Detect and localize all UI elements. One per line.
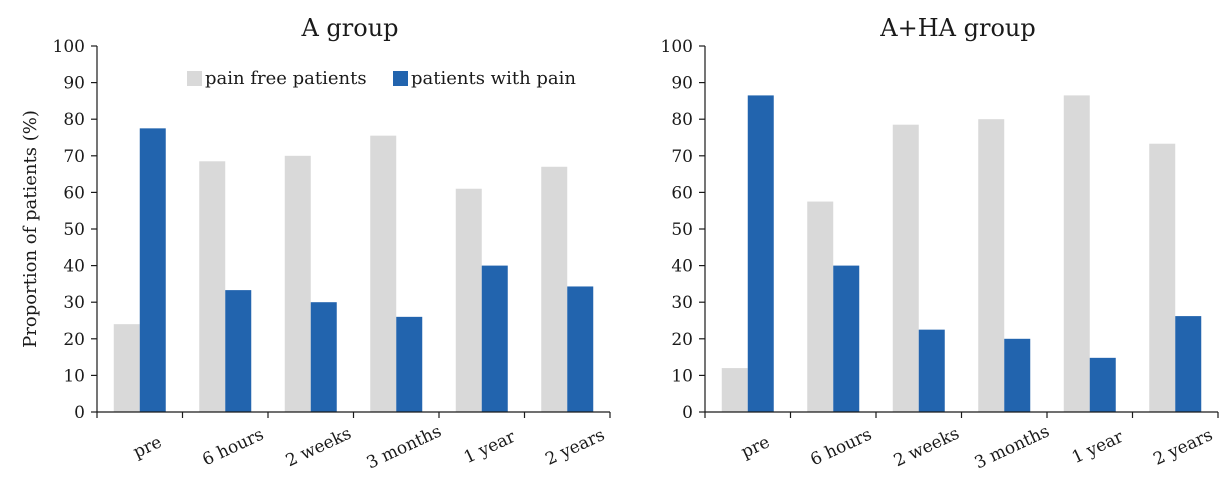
bar-pain-free-6-hours <box>199 161 226 412</box>
bar-pain-free-1-year <box>455 188 482 412</box>
y-tick-label: 20 <box>63 330 85 350</box>
y-tick-label: 50 <box>63 220 85 240</box>
x-tick-label: 2 weeks <box>891 424 963 472</box>
x-tick-label: pre <box>130 432 165 462</box>
y-tick-label: 60 <box>63 183 85 203</box>
y-tick-label: 40 <box>63 257 85 277</box>
chart-title: A+HA group <box>879 14 1035 42</box>
y-tick-label: 60 <box>671 183 693 203</box>
bar-pain-free-pre <box>113 324 140 412</box>
y-tick-label: 100 <box>53 37 85 57</box>
y-tick-label: 20 <box>671 330 693 350</box>
x-tick-label: 6 hours <box>199 425 267 471</box>
x-tick-label: pre <box>738 432 773 462</box>
y-tick-label: 90 <box>671 74 693 94</box>
y-tick-label: 80 <box>63 110 85 130</box>
y-tick-label: 0 <box>74 403 85 423</box>
x-tick-label: 2 years <box>542 425 607 470</box>
y-tick-label: 70 <box>63 147 85 167</box>
y-tick-label: 10 <box>671 366 693 386</box>
bar-with-pain-1-year <box>1089 357 1116 412</box>
x-tick-label: 6 hours <box>807 425 875 471</box>
y-axis-label: Proportion of patients (%) <box>20 110 41 348</box>
bar-pain-free-1-year <box>1063 95 1090 412</box>
y-tick-label: 30 <box>63 293 85 313</box>
bar-with-pain-2-years <box>1175 316 1202 412</box>
y-tick-label: 90 <box>63 74 85 94</box>
bar-with-pain-6-hours <box>225 290 252 412</box>
y-tick-label: 100 <box>661 37 693 57</box>
bar-pain-free-2-years <box>541 166 568 412</box>
y-tick-label: 70 <box>671 147 693 167</box>
y-tick-label: 0 <box>682 403 693 423</box>
bar-with-pain-pre <box>747 95 774 412</box>
bar-with-pain-3-months <box>396 316 423 412</box>
legend: pain free patients patients with pain <box>187 68 576 89</box>
bars <box>113 128 594 413</box>
panel-a-group: A group Proportion of patients (%) pain … <box>20 14 611 473</box>
legend-label-with-pain: patients with pain <box>411 68 576 89</box>
bar-pain-free-2-weeks <box>284 155 311 413</box>
x-tick-label: 3 months <box>972 421 1053 473</box>
bar-pain-free-3-months <box>370 135 397 413</box>
bar-with-pain-pre <box>139 128 166 412</box>
bar-with-pain-2-weeks <box>310 302 337 412</box>
bar-with-pain-2-years <box>567 286 594 412</box>
bar-pain-free-3-months <box>978 119 1005 412</box>
y-tick-label: 10 <box>63 366 85 386</box>
panel-a-ha-group: A+HA group pre 6 hours 2 weeks 3 months 1 ye… <box>661 14 1219 473</box>
legend-label-pain-free: pain free patients <box>205 68 367 89</box>
x-tick-label: 1 year <box>461 427 519 468</box>
bar-with-pain-1-year <box>481 265 508 412</box>
y-tick-label: 30 <box>671 293 693 313</box>
bar-pain-free-pre <box>721 368 748 412</box>
y-tick-label: 50 <box>671 220 693 240</box>
bar-pain-free-2-years <box>1149 143 1176 413</box>
legend-swatch-pain-free <box>187 71 202 86</box>
bar-with-pain-3-months <box>1004 338 1031 412</box>
bar-pain-free-2-weeks <box>892 124 919 412</box>
legend-swatch-with-pain <box>393 71 408 86</box>
x-tick-label: 3 months <box>364 421 445 473</box>
bar-with-pain-2-weeks <box>918 329 945 412</box>
bars <box>721 95 1202 413</box>
x-tick-label: 1 year <box>1069 427 1127 468</box>
y-tick-label: 40 <box>671 257 693 277</box>
y-tick-label: 80 <box>671 110 693 130</box>
chart-title: A group <box>300 14 398 42</box>
x-tick-label: 2 weeks <box>283 424 355 472</box>
bar-pain-free-6-hours <box>807 201 834 412</box>
x-tick-label: 2 years <box>1150 425 1215 470</box>
bar-with-pain-6-hours <box>833 265 860 412</box>
